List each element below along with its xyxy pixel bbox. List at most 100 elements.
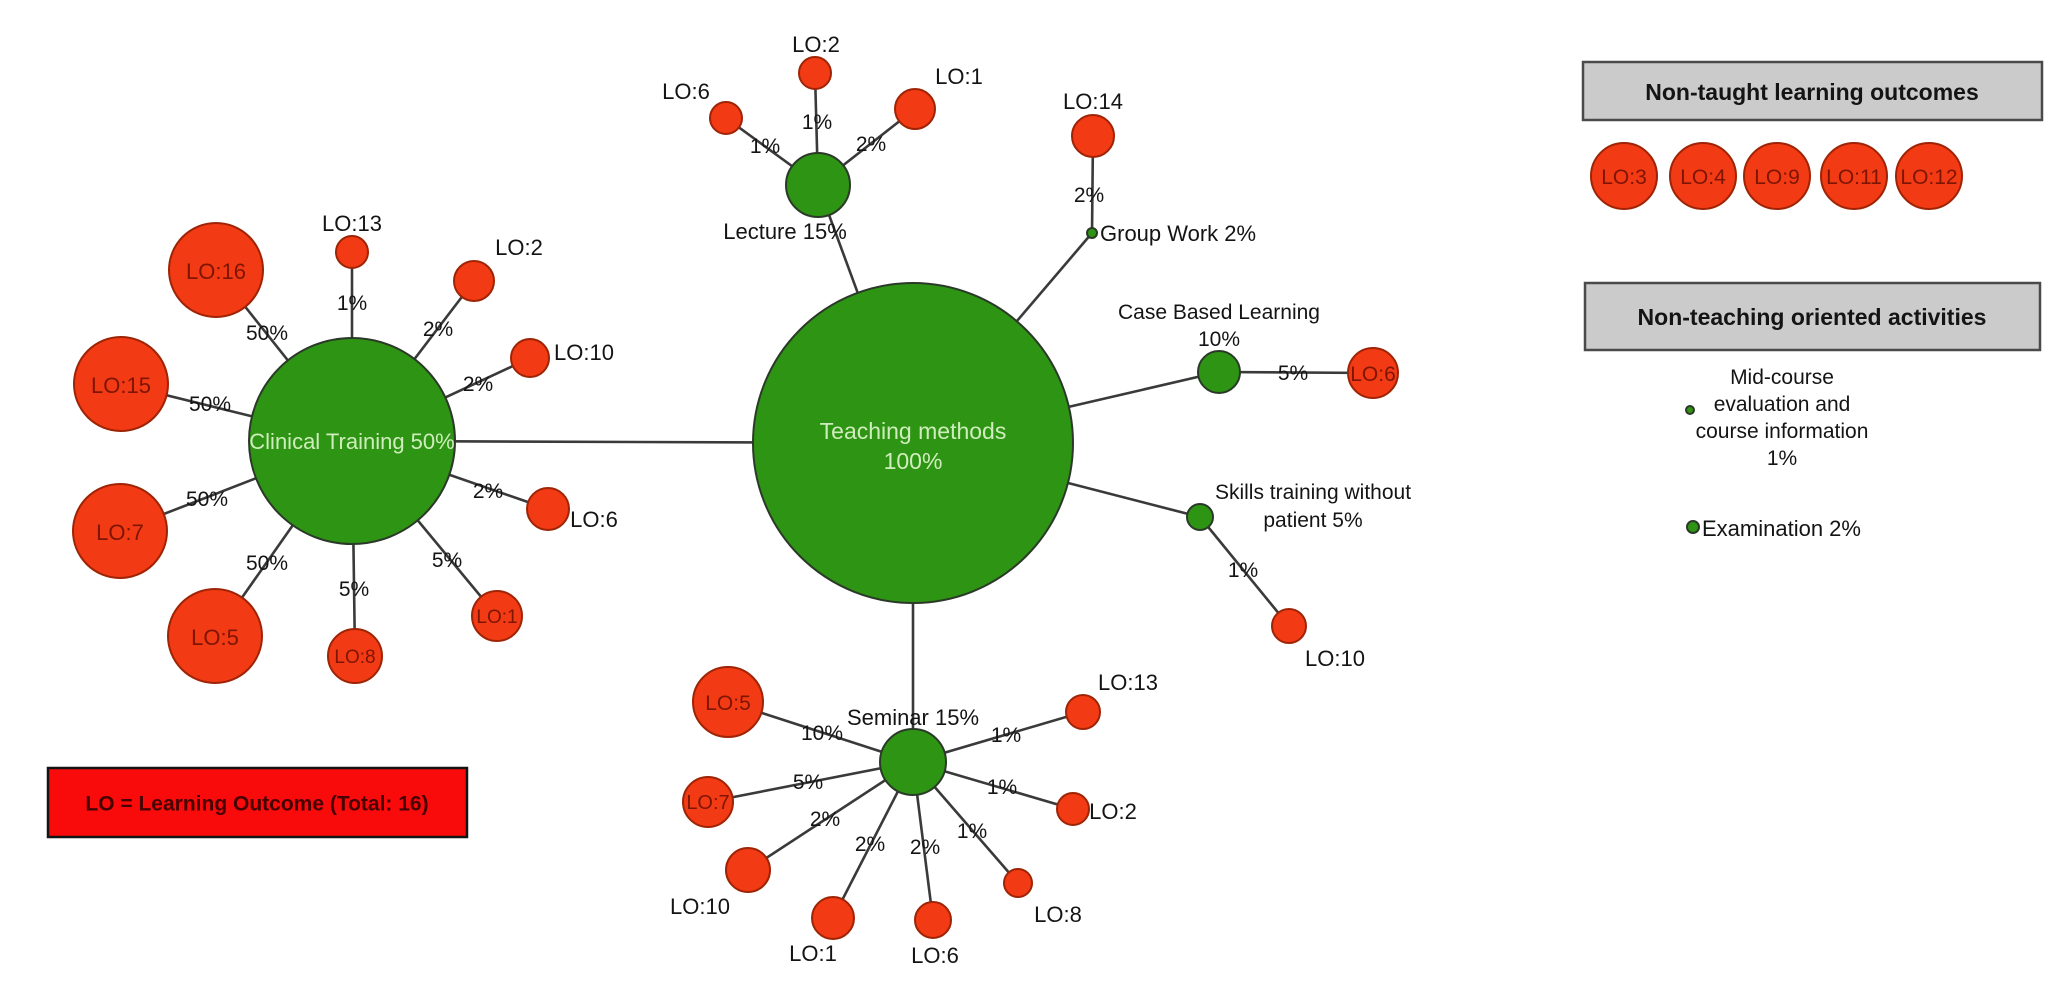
seminar-lo6-label: LO:6 bbox=[911, 943, 959, 968]
seminar-lo1-label: LO:1 bbox=[789, 941, 837, 966]
node-skills-training bbox=[1186, 503, 1214, 531]
legend-lo4-text: LO:4 bbox=[1680, 166, 1726, 189]
node-clinical-lo2 bbox=[453, 260, 495, 302]
pct-seminar-lo13: 1% bbox=[991, 724, 1021, 747]
examination-label: Examination 2% bbox=[1702, 516, 1861, 541]
pct-clinical-lo5: 50% bbox=[246, 552, 288, 575]
node-clinical-lo15 bbox=[73, 336, 169, 432]
node-clinical-lo8 bbox=[327, 628, 383, 684]
node-legend-lo9 bbox=[1743, 142, 1811, 210]
pct-seminar-lo7: 5% bbox=[793, 771, 823, 794]
teaching-methods-label: Teaching methods 100% bbox=[820, 418, 1007, 474]
clinical-lo5-text: LO:5 bbox=[191, 625, 239, 650]
node-seminar-lo8 bbox=[1003, 868, 1033, 898]
legend-non-taught-header bbox=[1581, 60, 2044, 122]
seminar-label: Seminar 15% bbox=[847, 705, 979, 730]
cbl-lo6-text: LO:6 bbox=[1350, 363, 1396, 386]
node-midcourse-dot bbox=[1685, 405, 1695, 415]
pct-lecture-lo6: 1% bbox=[750, 135, 780, 158]
node-clinical-lo5 bbox=[167, 588, 263, 684]
pct-clinical-lo1: 5% bbox=[432, 549, 462, 572]
node-clinical-training bbox=[248, 337, 456, 545]
node-group-work bbox=[1086, 227, 1098, 239]
midcourse-label: Mid-course evaluation and course informati… bbox=[1696, 366, 1869, 470]
node-lecture bbox=[785, 152, 851, 218]
clinical-lo10-label: LO:10 bbox=[554, 340, 614, 365]
node-clinical-lo6 bbox=[526, 487, 570, 531]
clinical-lo16-text: LO:16 bbox=[186, 259, 246, 284]
pct-seminar-lo8: 1% bbox=[957, 820, 987, 843]
skills-lo10-label: LO:10 bbox=[1305, 646, 1365, 671]
legend-lo3-text: LO:3 bbox=[1601, 166, 1647, 189]
pct-clinical-lo10: 2% bbox=[463, 373, 493, 396]
legend-lo11-text: LO:11 bbox=[1826, 166, 1882, 189]
lecture-lo6-label: LO:6 bbox=[662, 79, 710, 104]
clinical-lo7-text: LO:7 bbox=[96, 520, 144, 545]
node-clinical-lo1 bbox=[471, 590, 523, 642]
node-cbl-lo6 bbox=[1347, 347, 1399, 399]
node-lecture-lo2 bbox=[798, 56, 832, 90]
group-work-label: Group Work 2% bbox=[1100, 221, 1256, 246]
seminar-lo7-text: LO:7 bbox=[686, 792, 729, 814]
seminar-lo13-label: LO:13 bbox=[1098, 670, 1158, 695]
node-lecture-lo1 bbox=[894, 88, 936, 130]
node-seminar-lo10 bbox=[725, 847, 771, 893]
pct-seminar-lo6: 2% bbox=[910, 836, 940, 859]
lecture-label: Lecture 15% bbox=[723, 219, 847, 244]
pct-lecture-lo2: 1% bbox=[802, 111, 832, 134]
skills-training-label: Skills training without patient 5% bbox=[1215, 481, 1411, 532]
clinical-lo2-label: LO:2 bbox=[495, 235, 543, 260]
pct-seminar-lo1: 2% bbox=[855, 833, 885, 856]
node-clinical-lo10 bbox=[510, 338, 550, 378]
node-seminar-lo1 bbox=[811, 896, 855, 940]
pct-clinical-lo7: 50% bbox=[186, 488, 228, 511]
node-legend-lo12 bbox=[1895, 142, 1963, 210]
lo-abbreviation-box bbox=[46, 766, 469, 839]
legend-non-teaching-header bbox=[1583, 281, 2042, 352]
clinical-lo13-label: LO:13 bbox=[322, 211, 382, 236]
edge-seminar-seminar-lo7 bbox=[707, 760, 914, 804]
pct-clinical-lo2: 2% bbox=[423, 318, 453, 341]
seminar-lo5-text: LO:5 bbox=[705, 692, 751, 715]
case-based-learning-label: Case Based Learning 10% bbox=[1118, 301, 1320, 351]
legend-non-teaching-header-label: Non-teaching oriented activities bbox=[1638, 304, 1987, 330]
lecture-lo2-label: LO:2 bbox=[792, 32, 840, 57]
clinical-lo8-text: LO:8 bbox=[334, 647, 375, 668]
node-teaching-methods bbox=[752, 282, 1074, 604]
node-seminar-lo5 bbox=[692, 666, 764, 738]
legend-lo9-text: LO:9 bbox=[1754, 166, 1800, 189]
node-lecture-lo6 bbox=[709, 101, 743, 135]
pct-seminar-lo10: 2% bbox=[810, 808, 840, 831]
clinical-training-label: Clinical Training 50% bbox=[249, 429, 454, 454]
node-skills-lo10 bbox=[1271, 608, 1307, 644]
clinical-lo1-text: LO:1 bbox=[476, 607, 517, 628]
groupwork-lo14-label: LO:14 bbox=[1063, 89, 1123, 114]
lo-abbreviation-box-label: LO = Learning Outcome (Total: 16) bbox=[85, 793, 428, 816]
pct-skills-lo10: 1% bbox=[1228, 559, 1258, 582]
pct-clinical-lo6: 2% bbox=[473, 480, 503, 503]
node-seminar-lo6 bbox=[914, 901, 952, 939]
node-clinical-lo16 bbox=[168, 222, 264, 318]
seminar-lo10-label: LO:10 bbox=[670, 894, 730, 919]
node-legend-lo11 bbox=[1820, 142, 1888, 210]
seminar-lo8-label: LO:8 bbox=[1034, 902, 1082, 927]
pct-lecture-lo1: 2% bbox=[856, 133, 886, 156]
seminar-lo2-label: LO:2 bbox=[1089, 799, 1137, 824]
node-legend-lo3 bbox=[1590, 142, 1658, 210]
edge-skills-training-skills-lo10 bbox=[1198, 516, 1291, 627]
pct-seminar-lo2: 1% bbox=[987, 776, 1017, 799]
pct-cbl-lo6: 5% bbox=[1278, 362, 1308, 385]
pct-groupwork-lo14: 2% bbox=[1074, 184, 1104, 207]
node-seminar-lo13 bbox=[1065, 694, 1101, 730]
clinical-lo6-label: LO:6 bbox=[570, 507, 618, 532]
pct-clinical-lo8: 5% bbox=[339, 578, 369, 601]
node-case-based-learning bbox=[1197, 350, 1241, 394]
node-clinical-lo7 bbox=[72, 483, 168, 579]
node-examination-dot bbox=[1686, 520, 1700, 534]
pct-seminar-lo5: 10% bbox=[801, 722, 843, 745]
clinical-lo15-text: LO:15 bbox=[91, 373, 151, 398]
pct-clinical-lo15: 50% bbox=[189, 393, 231, 416]
pct-clinical-lo13: 1% bbox=[337, 292, 367, 315]
